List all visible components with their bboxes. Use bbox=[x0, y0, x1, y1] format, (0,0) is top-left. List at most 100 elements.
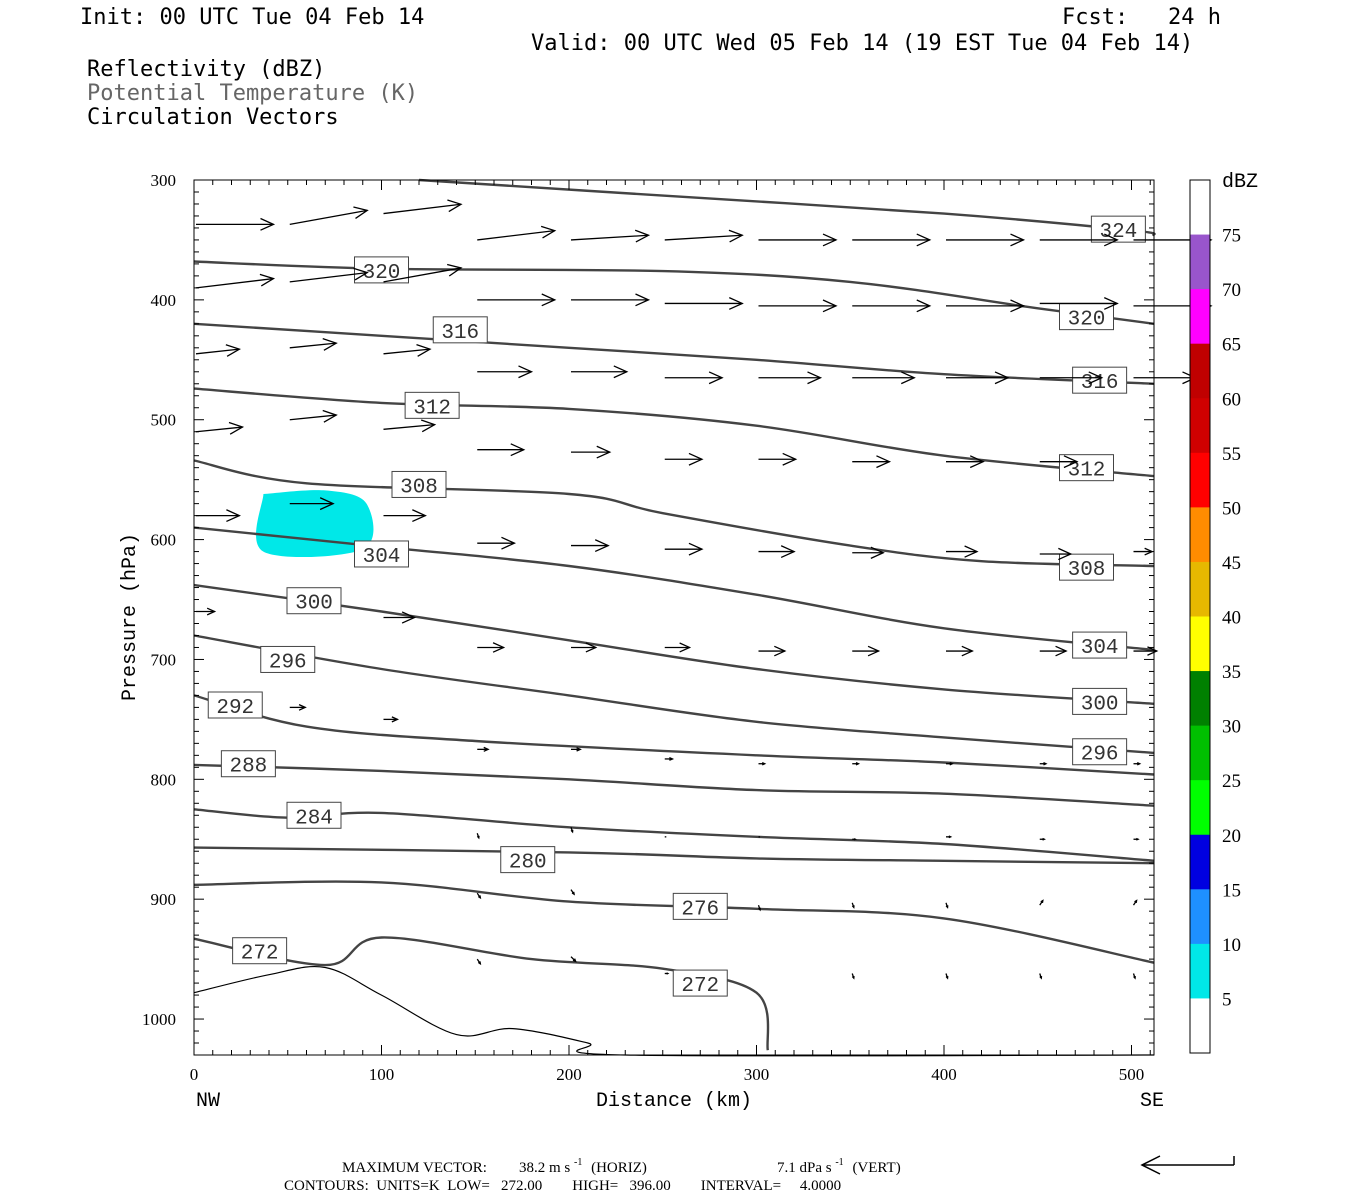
theta-contour-line bbox=[193, 322, 1155, 385]
theta-contour-line bbox=[193, 387, 1155, 478]
theta-contour-label: 296 bbox=[269, 651, 307, 674]
circulation-vector bbox=[1039, 973, 1043, 980]
circulation-vector bbox=[570, 229, 651, 243]
circulation-vector bbox=[289, 409, 338, 423]
theta-label-box bbox=[672, 969, 728, 997]
circulation-vector-layer bbox=[195, 199, 1213, 980]
circulation-vector bbox=[195, 421, 245, 435]
theta-label-box bbox=[391, 470, 447, 498]
field-vectors-label: Circulation Vectors bbox=[87, 105, 339, 130]
colorbar-label: 65 bbox=[1222, 335, 1241, 356]
circulation-vector bbox=[946, 835, 953, 839]
theta-contour-layer: 324 320 320 316 316 312 312 308 308 304 304 300 300 2… bbox=[193, 178, 1156, 1051]
x-axis-title: Distance (km) bbox=[596, 1090, 752, 1113]
theta-contour-label: 308 bbox=[1068, 559, 1106, 582]
theta-contour-label: 300 bbox=[295, 593, 333, 616]
theta-contour-label: 272 bbox=[681, 975, 719, 998]
terrain-layer bbox=[193, 966, 1155, 1057]
circulation-vector bbox=[851, 973, 855, 980]
circulation-vector bbox=[664, 972, 670, 975]
circulation-vector bbox=[476, 892, 482, 900]
contours-info-line: CONTOURS: UNITS=K LOW= 272.00 HIGH= 396.… bbox=[284, 1178, 841, 1194]
plot-frame bbox=[193, 179, 1155, 1056]
circulation-vector bbox=[852, 645, 881, 657]
y-tick-label: 500 bbox=[151, 411, 177, 430]
theta-label-box bbox=[260, 645, 316, 673]
reflectivity-area bbox=[256, 490, 374, 558]
theta-label-box bbox=[286, 587, 342, 615]
theta-contour-label: 312 bbox=[413, 397, 451, 420]
circulation-vector bbox=[571, 642, 598, 653]
circulation-vector bbox=[852, 233, 932, 247]
circulation-vector bbox=[1039, 233, 1119, 247]
theta-contour-label: 324 bbox=[1099, 221, 1137, 244]
circulation-vector bbox=[757, 904, 761, 912]
circulation-vector bbox=[1039, 297, 1119, 310]
x-tick-label: 400 bbox=[931, 1065, 957, 1084]
circulation-vector bbox=[945, 902, 949, 909]
circulation-vector bbox=[758, 299, 838, 313]
colorbar-segment bbox=[1190, 616, 1210, 672]
circulation-vector bbox=[289, 206, 369, 225]
circulation-vector bbox=[383, 716, 400, 723]
theta-contour-label: 280 bbox=[509, 852, 547, 875]
circulation-vector bbox=[289, 704, 307, 711]
circulation-vector bbox=[571, 539, 610, 553]
circulation-vector bbox=[195, 344, 241, 357]
theta-label-box bbox=[207, 691, 263, 719]
circulation-vector bbox=[1039, 645, 1068, 657]
circulation-vector bbox=[946, 233, 1026, 247]
theta-label-box bbox=[1072, 631, 1128, 659]
colorbar-segment bbox=[1190, 234, 1210, 290]
circulation-vector bbox=[852, 762, 861, 766]
circulation-vector bbox=[852, 838, 857, 841]
circulation-vector bbox=[383, 263, 463, 283]
circulation-vector bbox=[196, 509, 241, 523]
colorbar-segment bbox=[1190, 561, 1210, 617]
circulation-vector bbox=[946, 299, 1026, 313]
theta-contour-label: 272 bbox=[241, 943, 279, 966]
theta-label-box bbox=[1059, 553, 1114, 581]
circulation-vector bbox=[664, 642, 692, 653]
circulation-vector bbox=[664, 542, 704, 556]
reflectivity-layer bbox=[256, 490, 374, 558]
theta-contour-label: 296 bbox=[1081, 744, 1119, 767]
theta-label-box bbox=[232, 937, 288, 965]
circulation-vector bbox=[664, 371, 724, 385]
y-tick-label: 800 bbox=[151, 770, 177, 789]
theta-label-box bbox=[220, 750, 276, 778]
y-tick-label: 400 bbox=[151, 291, 177, 310]
reference-vector bbox=[1140, 1155, 1235, 1175]
theta-contour-line bbox=[193, 260, 1155, 325]
theta-contour-label: 284 bbox=[295, 807, 333, 830]
theta-contour-label: 276 bbox=[681, 898, 719, 921]
colorbar-label: 30 bbox=[1222, 717, 1241, 738]
colorbar-segment bbox=[1190, 452, 1210, 508]
forecast-hour-label: Fcst: 24 h bbox=[1062, 5, 1221, 30]
theta-contour-line bbox=[193, 763, 1155, 807]
theta-contour-label: 320 bbox=[1068, 309, 1106, 332]
circulation-vector bbox=[383, 199, 463, 215]
circulation-vector bbox=[383, 611, 417, 624]
theta-label-box bbox=[500, 846, 556, 874]
theta-label-box bbox=[1059, 454, 1114, 482]
circulation-vector bbox=[477, 225, 557, 241]
colorbar-label: 70 bbox=[1222, 280, 1241, 301]
theta-label-box bbox=[404, 391, 460, 419]
circulation-vector bbox=[758, 233, 838, 247]
colorbar-label: 40 bbox=[1222, 608, 1241, 629]
circulation-vector bbox=[571, 293, 651, 307]
circulation-vector bbox=[1132, 973, 1136, 980]
y-axis-title: Pressure (hPa) bbox=[119, 533, 142, 701]
circulation-vector bbox=[1039, 371, 1104, 385]
x-tick-label: 500 bbox=[1119, 1065, 1145, 1084]
colorbar-segment bbox=[1190, 671, 1210, 727]
circulation-vector bbox=[383, 419, 437, 433]
circulation-vector bbox=[664, 229, 744, 243]
colorbar-segment bbox=[1190, 780, 1210, 836]
theta-contour-label: 312 bbox=[1068, 460, 1106, 483]
colorbar-segment bbox=[1190, 834, 1210, 890]
circulation-vector bbox=[946, 545, 979, 558]
circulation-vector bbox=[289, 497, 335, 511]
